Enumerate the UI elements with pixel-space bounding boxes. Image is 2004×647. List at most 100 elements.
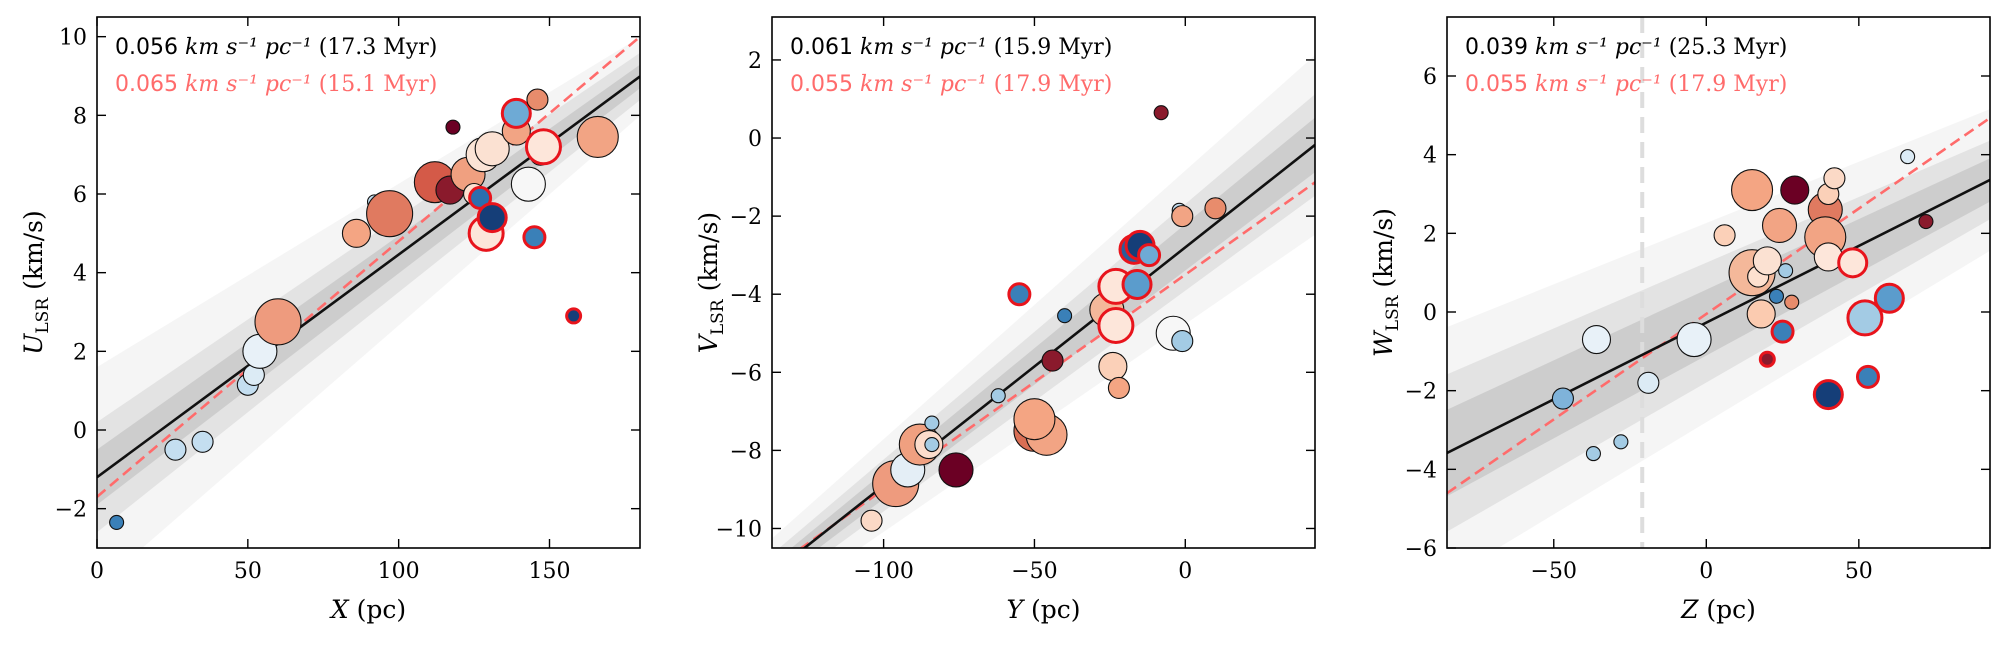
data-point bbox=[1121, 268, 1153, 300]
data-point bbox=[1107, 376, 1130, 399]
data-point bbox=[1823, 167, 1846, 190]
data-point bbox=[1770, 319, 1795, 344]
annotation-black-age: (17.3 Myr) bbox=[319, 35, 438, 60]
x-tick-label: −100 bbox=[853, 559, 913, 584]
annotation-black-unit: km s⁻¹ pc⁻¹ bbox=[185, 35, 319, 60]
annotation-black-value: 0.056 bbox=[115, 35, 185, 60]
y-tick-label: 10 bbox=[59, 26, 87, 51]
x-axis-label-unit: (pc) bbox=[349, 595, 406, 624]
data-point bbox=[1713, 224, 1736, 247]
y-axis-label-var: W bbox=[1369, 329, 1398, 357]
x-tick-label: −50 bbox=[1011, 559, 1057, 584]
annotation-red-age: (17.9 Myr) bbox=[994, 72, 1113, 97]
annotation-black-value: 0.039 bbox=[1465, 35, 1535, 60]
data-point bbox=[1855, 364, 1880, 389]
x-axis-label-unit: (pc) bbox=[1023, 595, 1080, 624]
data-point bbox=[1097, 306, 1135, 344]
y-tick-label: 0 bbox=[748, 127, 762, 152]
y-tick-label: −2 bbox=[730, 205, 762, 230]
annotation-red: 0.055 km s⁻¹ pc⁻¹ (17.9 Myr) bbox=[1465, 72, 1787, 97]
y-tick-label: 4 bbox=[73, 262, 87, 287]
y-tick-label: −4 bbox=[730, 283, 762, 308]
panel-z-wlsr: −50 0 50 −6 −4 −2 0 2 4 6 Z (pc) WLSR (km/s) 0.039 k… bbox=[1369, 16, 1991, 624]
annotation-red: 0.055 km s⁻¹ pc⁻¹ (17.9 Myr) bbox=[790, 72, 1112, 97]
y-tick-label: 2 bbox=[73, 340, 87, 365]
data-point bbox=[1731, 169, 1774, 212]
data-point bbox=[924, 415, 940, 431]
plot-area bbox=[772, 55, 1315, 548]
y-tick-label: 2 bbox=[1423, 222, 1437, 247]
data-point bbox=[1581, 324, 1612, 355]
annotation-red-age: (15.1 Myr) bbox=[319, 72, 438, 97]
y-tick-label: 6 bbox=[1423, 65, 1437, 90]
annotation-red-value: 0.065 bbox=[115, 72, 185, 97]
annotation-black-value: 0.061 bbox=[790, 35, 860, 60]
data-point bbox=[1778, 263, 1794, 279]
data-point bbox=[1918, 213, 1934, 230]
plot-frame bbox=[96, 16, 641, 549]
annotation-red-age: (17.9 Myr) bbox=[1669, 72, 1788, 97]
data-point bbox=[1758, 350, 1776, 368]
annotation-black-age: (25.3 Myr) bbox=[1669, 35, 1788, 60]
data-point bbox=[1171, 330, 1194, 353]
data-point bbox=[1812, 379, 1844, 411]
annotation-black: 0.039 km s⁻¹ pc⁻¹ (25.3 Myr) bbox=[1465, 35, 1787, 60]
x-axis-label-unit: (pc) bbox=[1698, 595, 1755, 624]
data-point bbox=[1153, 105, 1169, 121]
y-tick-label: 0 bbox=[73, 419, 87, 444]
x-tick-label: −50 bbox=[1531, 559, 1577, 584]
data-point bbox=[1613, 434, 1629, 450]
fit-line-black bbox=[1447, 178, 1990, 455]
fit-line-red-dashed bbox=[97, 35, 640, 498]
annotation-red: 0.065 km s⁻¹ pc⁻¹ (15.1 Myr) bbox=[115, 72, 437, 97]
data-point bbox=[1171, 205, 1194, 228]
y-tick-label: −10 bbox=[716, 517, 762, 542]
y-axis-label-sub: LSR bbox=[1383, 294, 1403, 331]
y-axis-label: ULSR (km/s) bbox=[19, 210, 53, 354]
x-axis-label-var: Z bbox=[1680, 595, 1699, 624]
data-point bbox=[500, 97, 532, 129]
data-point bbox=[1204, 197, 1227, 220]
y-tick-label: 6 bbox=[73, 183, 87, 208]
data-point bbox=[576, 115, 619, 159]
plot-area bbox=[97, 35, 640, 548]
data-point bbox=[341, 218, 371, 248]
y-axis-label-var: V bbox=[694, 332, 723, 353]
annotation-black-unit: km s⁻¹ pc⁻¹ bbox=[860, 35, 994, 60]
x-tick-label: 100 bbox=[378, 559, 420, 584]
data-point bbox=[109, 514, 125, 530]
data-point bbox=[1761, 207, 1798, 244]
data-point bbox=[1900, 149, 1916, 165]
y-tick-label: −8 bbox=[730, 439, 762, 464]
data-point bbox=[1551, 387, 1574, 410]
annotation-black-unit: km s⁻¹ pc⁻¹ bbox=[1535, 35, 1669, 60]
confidence-band-inner bbox=[791, 117, 1315, 548]
annotation-red-value: 0.055 bbox=[790, 72, 860, 97]
data-point bbox=[565, 307, 583, 325]
x-axis-label-var: Y bbox=[1007, 595, 1026, 624]
data-point bbox=[191, 430, 214, 453]
y-axis-label-sub: LSR bbox=[708, 298, 728, 335]
data-point bbox=[1585, 446, 1601, 462]
annotation-red-unit: km s⁻¹ pc⁻¹ bbox=[1535, 72, 1669, 97]
y-axis-label-unit: (km/s) bbox=[694, 212, 723, 300]
y-tick-label: −6 bbox=[730, 361, 762, 386]
x-tick-label: 0 bbox=[1178, 559, 1192, 584]
data-point bbox=[254, 298, 302, 346]
data-point bbox=[924, 436, 940, 453]
x-tick-label: 50 bbox=[234, 559, 262, 584]
confidence-band-outer bbox=[772, 55, 1315, 548]
data-point bbox=[1837, 247, 1869, 279]
confidence-band-inner bbox=[97, 64, 640, 505]
y-axis-label: VLSR (km/s) bbox=[694, 212, 728, 353]
y-axis-label-var: U bbox=[19, 333, 48, 355]
y-axis-label: WLSR (km/s) bbox=[1369, 208, 1403, 357]
x-tick-label: 0 bbox=[1699, 559, 1713, 584]
y-tick-label: 4 bbox=[1423, 144, 1437, 169]
data-point bbox=[860, 509, 883, 532]
plot-area bbox=[1447, 17, 1990, 548]
data-point bbox=[476, 202, 508, 234]
x-axis-label: Z (pc) bbox=[1680, 595, 1756, 624]
data-point bbox=[445, 119, 461, 135]
